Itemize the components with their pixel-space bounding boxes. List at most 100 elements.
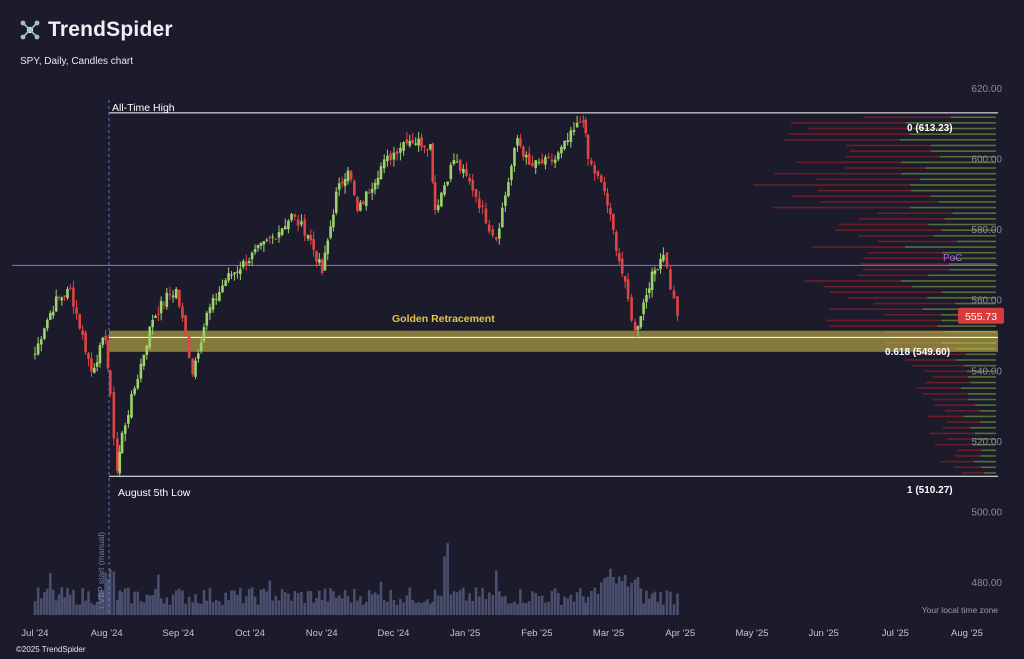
volume-bar — [241, 603, 245, 615]
candle-body — [389, 153, 392, 161]
vp-buy-bar — [928, 223, 996, 226]
volume-bar — [256, 604, 260, 615]
candle-body — [320, 259, 324, 273]
vp-sell-bar — [858, 234, 935, 237]
volume-bar — [525, 603, 528, 615]
candle-body — [531, 162, 534, 166]
volume-bar — [609, 568, 612, 615]
volume-bar — [423, 601, 426, 615]
vp-buy-bar — [928, 274, 996, 277]
vp-sell-bar — [957, 449, 982, 452]
volume-bar — [623, 575, 627, 615]
candle-body — [639, 316, 643, 328]
candle-body — [118, 451, 122, 474]
candle-body — [647, 288, 651, 293]
vbp-start-label: ↕ VBP start (manual) — [96, 532, 106, 610]
volume-bar — [323, 588, 327, 615]
candle-body — [236, 271, 239, 273]
vp-buy-bar — [941, 291, 996, 294]
y-tick-label: 480.00 — [971, 578, 1002, 589]
volume-bar — [626, 586, 630, 615]
vp-sell-bar — [929, 432, 975, 435]
volume-bar — [151, 595, 154, 615]
volume-bar — [218, 601, 221, 615]
volume-bar — [569, 594, 573, 615]
volume-bar — [104, 572, 107, 615]
volume-bar — [287, 593, 290, 615]
volume-bar — [101, 591, 105, 615]
candle-body — [382, 159, 386, 169]
x-tick-label: Nov '24 — [306, 628, 338, 639]
vp-buy-bar — [969, 381, 996, 384]
candle-body — [356, 196, 359, 211]
volume-bar — [174, 590, 178, 615]
candle-body — [157, 313, 160, 315]
candle-body — [553, 159, 557, 163]
candle-body — [455, 161, 459, 163]
volume-bar — [123, 588, 127, 615]
candle-body — [133, 388, 136, 395]
volume-bar — [498, 591, 501, 615]
candle-body — [109, 370, 112, 395]
candle-body — [247, 260, 251, 264]
volume-bar — [191, 602, 194, 615]
candle-body — [572, 129, 576, 132]
volume-bar — [399, 598, 402, 615]
candle-body — [408, 140, 412, 146]
volume-bar — [474, 587, 478, 615]
candle-body — [449, 164, 453, 180]
candle-body — [84, 332, 87, 353]
candle-body — [376, 177, 380, 185]
candle-body — [399, 147, 402, 153]
volume-bar — [373, 592, 377, 615]
vp-buy-bar — [984, 472, 996, 474]
candle-body — [218, 292, 221, 301]
y-tick-label: 540.00 — [971, 366, 1002, 377]
x-tick-label: Apr '25 — [665, 628, 695, 639]
volume-bar — [187, 596, 191, 615]
volume-bar — [78, 604, 82, 615]
vp-buy-bar — [904, 246, 996, 248]
volume-bar — [205, 600, 209, 615]
vp-buy-bar — [952, 212, 996, 215]
candle-body — [507, 182, 510, 196]
vp-sell-bar — [792, 195, 931, 198]
candle-body — [151, 320, 154, 328]
volume-bar — [66, 587, 69, 615]
volume-bar — [340, 598, 344, 615]
vp-sell-bar — [849, 150, 931, 152]
volume-bar — [659, 592, 662, 615]
candle-body — [465, 169, 468, 176]
candle-body — [205, 312, 209, 326]
volume-bar — [516, 604, 519, 615]
vp-sell-bar — [940, 460, 974, 463]
vp-sell-bar — [877, 240, 957, 243]
volume-bar — [429, 603, 432, 615]
volume-bar — [446, 543, 449, 615]
current-price-label: 555.73 — [965, 311, 997, 323]
candle-body — [112, 391, 116, 439]
vp-buy-bar — [980, 421, 996, 423]
y-tick-label: 580.00 — [971, 225, 1002, 236]
candle-body — [280, 228, 284, 235]
candle-body — [676, 296, 679, 316]
candle-body — [101, 337, 105, 345]
volume-bar — [43, 592, 46, 615]
y-tick-label: 500.00 — [971, 507, 1002, 518]
candle-body — [69, 287, 72, 289]
volume-bar — [87, 591, 90, 615]
candle-body — [446, 181, 449, 185]
vp-sell-bar — [924, 381, 970, 384]
candle-body — [214, 299, 218, 301]
volume-bar — [244, 596, 248, 615]
vp-buy-bar — [906, 122, 996, 124]
candle-body — [659, 258, 662, 269]
volume-bar — [300, 591, 303, 615]
candle-body — [265, 239, 269, 241]
volume-bar — [157, 574, 160, 615]
candle-body — [569, 130, 573, 143]
volume-bar — [184, 603, 187, 615]
vp-sell-bar — [911, 364, 965, 367]
volume-bar — [337, 595, 341, 615]
candle-body — [171, 295, 175, 298]
